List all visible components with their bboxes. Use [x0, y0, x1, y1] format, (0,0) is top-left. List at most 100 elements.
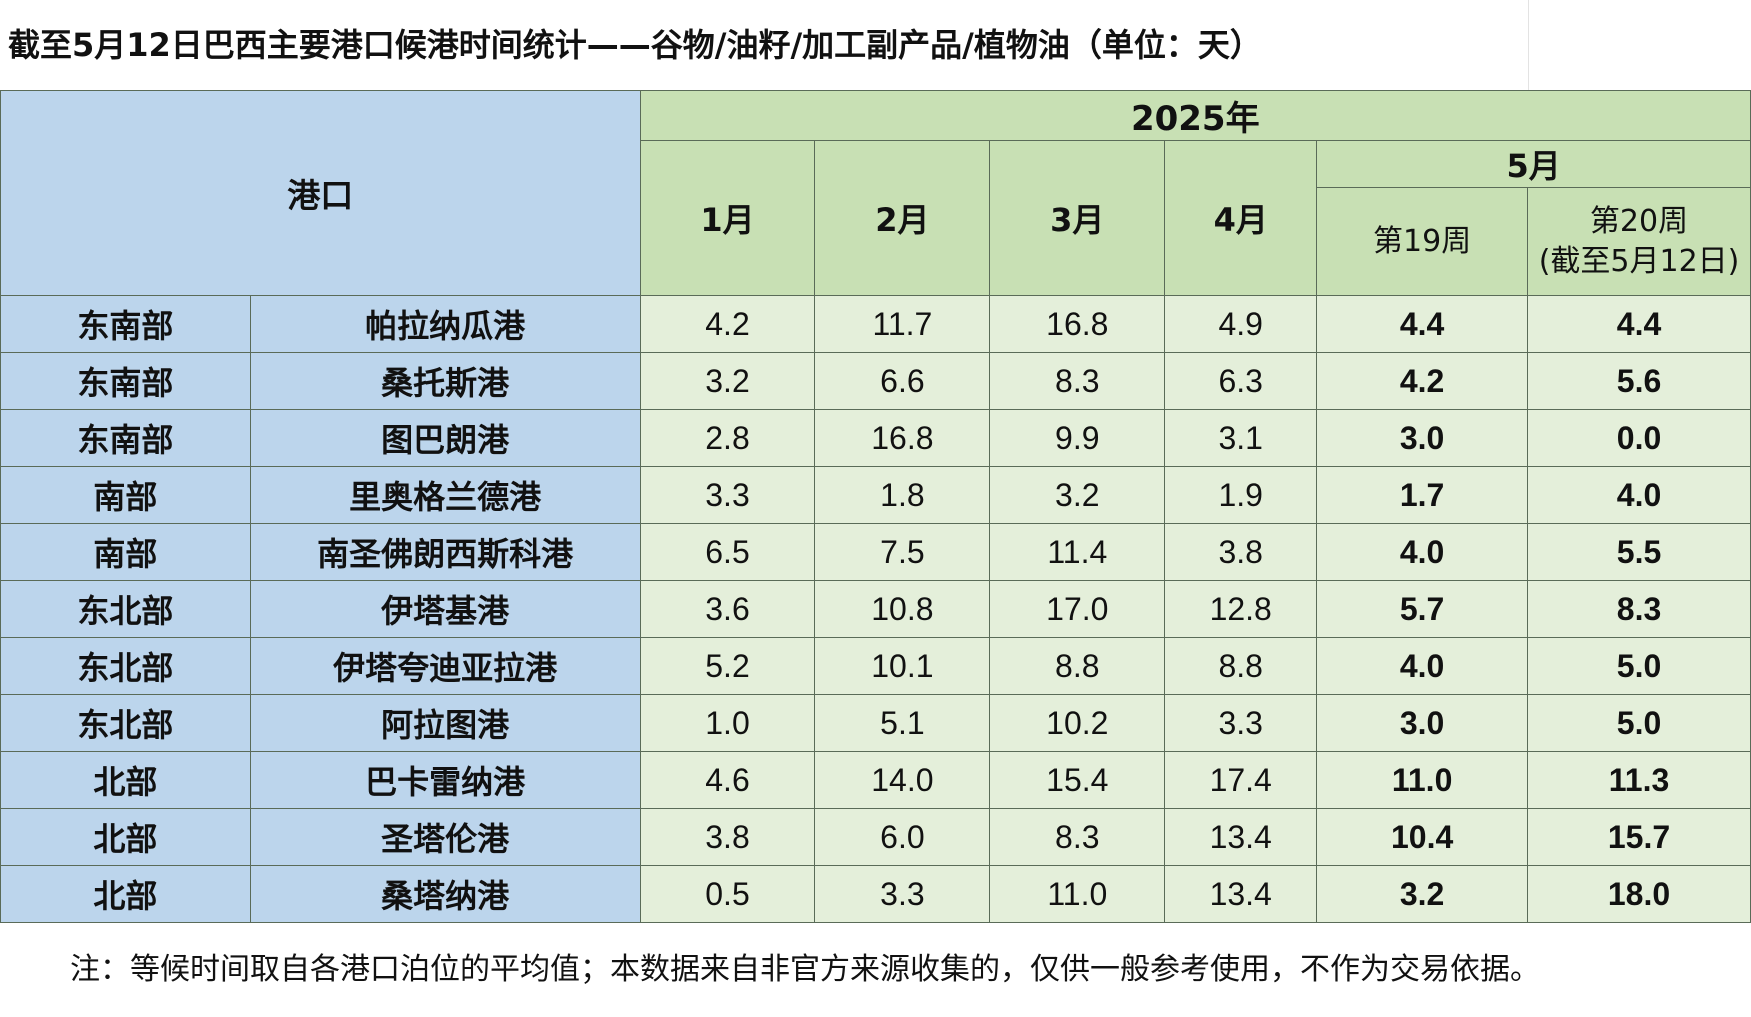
value-feb: 6.6	[814, 352, 991, 410]
value-feb: 7.5	[814, 523, 991, 581]
value-week19: 4.0	[1316, 637, 1529, 695]
port-name-cell: 南圣佛朗西斯科港	[249, 523, 641, 581]
value-mar: 11.4	[989, 523, 1166, 581]
value-jan: 1.0	[639, 694, 816, 752]
value-mar: 10.2	[989, 694, 1166, 752]
value-feb: 1.8	[814, 466, 991, 524]
value-feb: 10.8	[814, 580, 991, 638]
value-mar: 15.4	[989, 751, 1166, 809]
value-week19: 3.0	[1316, 409, 1529, 467]
header-month-mar: 3月	[989, 140, 1166, 296]
value-apr: 12.8	[1164, 580, 1318, 638]
value-apr: 4.9	[1164, 295, 1318, 353]
value-week19: 4.2	[1316, 352, 1529, 410]
value-apr: 17.4	[1164, 751, 1318, 809]
value-apr: 3.1	[1164, 409, 1318, 467]
region-cell: 南部	[0, 466, 251, 524]
port-name-cell: 圣塔伦港	[249, 808, 641, 866]
port-name-cell: 巴卡雷纳港	[249, 751, 641, 809]
value-week20: 5.0	[1527, 694, 1751, 752]
value-week20: 15.7	[1527, 808, 1751, 866]
value-week20: 4.4	[1527, 295, 1751, 353]
value-week20: 5.5	[1527, 523, 1751, 581]
region-cell: 东南部	[0, 295, 251, 353]
value-mar: 8.8	[989, 637, 1166, 695]
table-row: 东北部 伊塔基港 3.6 10.8 17.0 12.8 5.7 8.3	[0, 580, 1751, 638]
value-jan: 3.6	[639, 580, 816, 638]
port-name-cell: 伊塔夸迪亚拉港	[249, 637, 641, 695]
header-port: 港口	[0, 90, 641, 296]
header-month-apr: 4月	[1164, 140, 1318, 296]
value-week19: 4.4	[1316, 295, 1529, 353]
value-jan: 4.2	[639, 295, 816, 353]
value-mar: 3.2	[989, 466, 1166, 524]
value-jan: 5.2	[639, 637, 816, 695]
value-week20: 5.6	[1527, 352, 1751, 410]
port-name-cell: 桑塔纳港	[249, 865, 641, 923]
value-mar: 17.0	[989, 580, 1166, 638]
region-cell: 北部	[0, 751, 251, 809]
value-week19: 11.0	[1316, 751, 1529, 809]
region-cell: 北部	[0, 865, 251, 923]
header-month-jan: 1月	[639, 140, 816, 296]
value-week20: 5.0	[1527, 637, 1751, 695]
value-week19: 3.0	[1316, 694, 1529, 752]
port-name-cell: 桑托斯港	[249, 352, 641, 410]
table-body: 东南部 帕拉纳瓜港 4.2 11.7 16.8 4.9 4.4 4.4 东南部 桑托斯港 3.2 6.…	[0, 295, 1751, 923]
region-cell: 东南部	[0, 352, 251, 410]
value-feb: 16.8	[814, 409, 991, 467]
port-wait-time-table: 港口 2025年 1月 2月 3月 4月 5月 第19周 第20周 (截至5月1…	[0, 90, 1751, 923]
value-jan: 4.6	[639, 751, 816, 809]
value-apr: 1.9	[1164, 466, 1318, 524]
port-name-cell: 里奥格兰德港	[249, 466, 641, 524]
value-apr: 6.3	[1164, 352, 1318, 410]
value-mar: 11.0	[989, 865, 1166, 923]
table-row: 北部 桑塔纳港 0.5 3.3 11.0 13.4 3.2 18.0	[0, 865, 1751, 923]
footnote: 注：等候时间取自各港口泊位的平均值；本数据来自非官方来源收集的，仅供一般参考使用…	[70, 952, 1540, 987]
value-mar: 8.3	[989, 352, 1166, 410]
table-row: 南部 南圣佛朗西斯科港 6.5 7.5 11.4 3.8 4.0 5.5	[0, 523, 1751, 581]
value-week19: 3.2	[1316, 865, 1529, 923]
value-feb: 5.1	[814, 694, 991, 752]
region-cell: 东北部	[0, 694, 251, 752]
value-jan: 0.5	[639, 865, 816, 923]
table-row: 北部 巴卡雷纳港 4.6 14.0 15.4 17.4 11.0 11.3	[0, 751, 1751, 809]
table-row: 南部 里奥格兰德港 3.3 1.8 3.2 1.9 1.7 4.0	[0, 466, 1751, 524]
port-name-cell: 伊塔基港	[249, 580, 641, 638]
value-apr: 3.3	[1164, 694, 1318, 752]
value-apr: 3.8	[1164, 523, 1318, 581]
region-cell: 东南部	[0, 409, 251, 467]
value-week19: 4.0	[1316, 523, 1529, 581]
value-jan: 3.8	[639, 808, 816, 866]
value-jan: 6.5	[639, 523, 816, 581]
value-apr: 13.4	[1164, 808, 1318, 866]
port-name-cell: 阿拉图港	[249, 694, 641, 752]
value-week20: 11.3	[1527, 751, 1751, 809]
value-mar: 16.8	[989, 295, 1166, 353]
header-year: 2025年	[639, 90, 1751, 141]
value-feb: 11.7	[814, 295, 991, 353]
value-feb: 3.3	[814, 865, 991, 923]
value-jan: 3.2	[639, 352, 816, 410]
value-jan: 2.8	[639, 409, 816, 467]
value-week19: 10.4	[1316, 808, 1529, 866]
table-row: 东南部 图巴朗港 2.8 16.8 9.9 3.1 3.0 0.0	[0, 409, 1751, 467]
title-bar: 截至5月12日巴西主要港口候港时间统计——谷物/油籽/加工副产品/植物油（单位：…	[0, 0, 1751, 90]
region-cell: 东北部	[0, 637, 251, 695]
value-week19: 5.7	[1316, 580, 1529, 638]
value-week19: 1.7	[1316, 466, 1529, 524]
value-feb: 10.1	[814, 637, 991, 695]
port-name-cell: 图巴朗港	[249, 409, 641, 467]
value-week20: 4.0	[1527, 466, 1751, 524]
value-week20: 8.3	[1527, 580, 1751, 638]
gridline	[1528, 0, 1529, 90]
table-row: 东北部 伊塔夸迪亚拉港 5.2 10.1 8.8 8.8 4.0 5.0	[0, 637, 1751, 695]
header-month-feb: 2月	[814, 140, 991, 296]
value-apr: 13.4	[1164, 865, 1318, 923]
table-row: 东南部 桑托斯港 3.2 6.6 8.3 6.3 4.2 5.6	[0, 352, 1751, 410]
value-apr: 8.8	[1164, 637, 1318, 695]
value-week20: 18.0	[1527, 865, 1751, 923]
port-name-cell: 帕拉纳瓜港	[249, 295, 641, 353]
value-mar: 9.9	[989, 409, 1166, 467]
header-week19: 第19周	[1316, 187, 1529, 296]
